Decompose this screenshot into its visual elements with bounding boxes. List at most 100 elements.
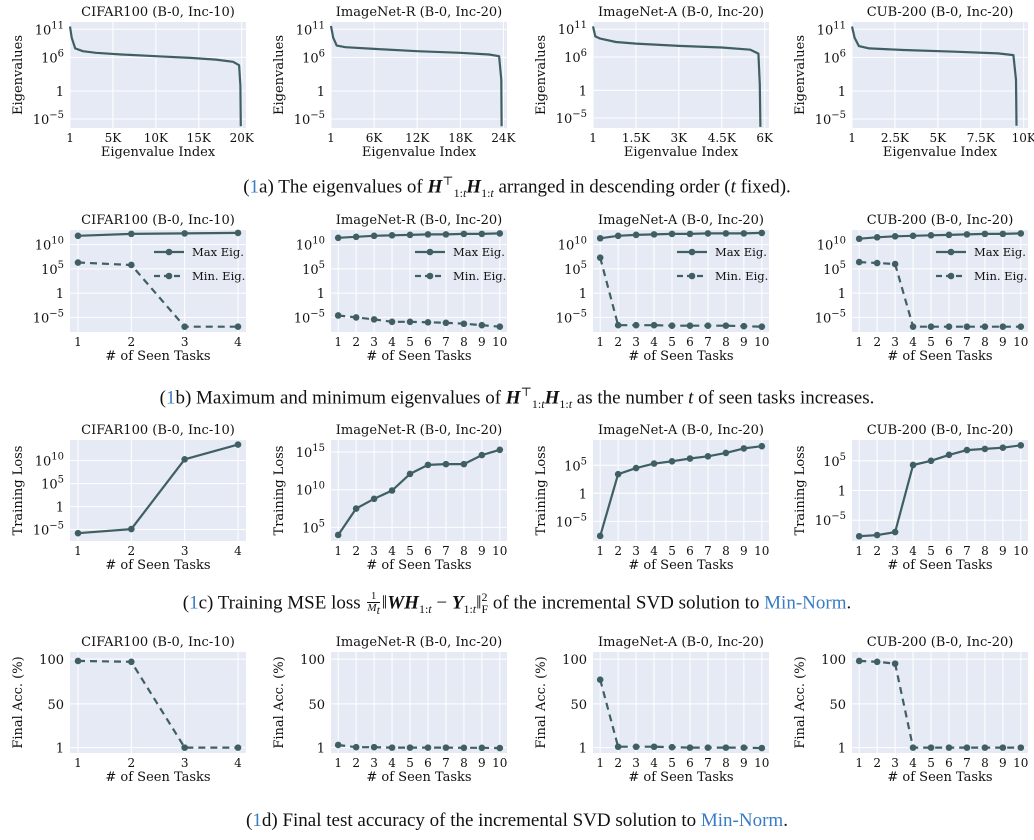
- data-point: [999, 323, 1007, 330]
- chart-title: CUB-200 (B-0, Inc-20): [867, 5, 1014, 20]
- x-tick-label: 10: [754, 756, 769, 770]
- x-tick-label: 1: [334, 544, 342, 558]
- legend-label: Max Eig.: [974, 245, 1026, 259]
- x-tick-label: 2: [352, 756, 360, 770]
- y-tick-label: 1010: [296, 236, 325, 254]
- x-axis-label: # of Seen Tasks: [366, 558, 471, 573]
- chart-title: ImageNet-A (B-0, Inc-20): [598, 213, 764, 228]
- data-point: [181, 230, 188, 237]
- plot-area: [593, 22, 769, 128]
- x-tick-label: 3: [891, 335, 899, 349]
- data-point: [668, 743, 676, 751]
- y-axis-label: Training Loss: [534, 446, 549, 536]
- x-tick-label: 1: [66, 131, 74, 145]
- x-tick-label: 3: [891, 756, 899, 770]
- caption-b: (1b) Maximum and minimum eigenvalues of …: [159, 385, 875, 412]
- data-point: [686, 230, 694, 238]
- data-point: [722, 230, 730, 237]
- x-tick-label: 7: [963, 335, 971, 349]
- legend-marker: [947, 272, 955, 280]
- plot-area: [70, 22, 246, 128]
- y-tick-label: 1: [56, 287, 64, 302]
- series-line: [859, 659, 1021, 749]
- x-tick-label: 1: [855, 335, 863, 349]
- x-axis-label: # of Seen Tasks: [628, 558, 733, 573]
- y-tick-label: 10−5: [33, 521, 64, 539]
- data-point: [668, 322, 676, 329]
- y-axis-label: Final Acc. (%): [534, 656, 549, 748]
- x-tick-label: 4: [234, 335, 242, 349]
- data-point: [596, 254, 604, 261]
- x-tick-label: 7: [963, 756, 971, 770]
- x-tick-label: 1: [74, 756, 82, 770]
- data-point: [927, 457, 935, 465]
- data-point: [74, 232, 82, 240]
- y-tick-label: 105: [564, 456, 587, 474]
- y-tick-label: 105: [41, 260, 64, 278]
- x-tick-label: 7: [442, 544, 450, 558]
- y-tick-label: 50: [47, 698, 64, 713]
- data-point: [74, 657, 82, 665]
- chart-c1: CIFAR100 (B-0, Inc-10) 1 2 3 4 # of Seen Task…: [11, 423, 246, 573]
- data-point: [873, 658, 881, 666]
- x-tick-label: 10: [1013, 335, 1028, 349]
- x-tick-label: 1: [74, 544, 82, 558]
- plot-area: [70, 652, 246, 753]
- x-tick-label: 5K: [930, 131, 948, 145]
- min-norm-link[interactable]: Min-Norm: [764, 592, 847, 614]
- plot-area: [593, 652, 769, 753]
- data-point: [478, 451, 486, 459]
- x-tick-label: 2: [873, 544, 881, 558]
- data-point: [945, 451, 953, 459]
- data-point: [388, 318, 396, 326]
- x-tick-label: 6: [686, 544, 694, 558]
- data-point: [909, 232, 917, 240]
- caption-b-ref[interactable]: 1: [165, 387, 176, 409]
- data-point: [128, 261, 135, 269]
- x-tick-label: 8: [460, 756, 468, 770]
- caption-c-ref[interactable]: 1: [189, 592, 199, 614]
- data-point: [234, 229, 242, 237]
- data-point: [596, 676, 604, 684]
- x-axis-label: Eigenvalue Index: [101, 145, 216, 160]
- data-point: [496, 323, 504, 330]
- x-tick-label: 3K: [671, 131, 689, 145]
- x-tick-label: 10: [754, 544, 769, 558]
- x-axis-label: # of Seen Tasks: [105, 558, 210, 573]
- x-tick-label: 1: [848, 131, 856, 145]
- data-point: [370, 743, 378, 751]
- data-point: [334, 531, 342, 539]
- y-tick-label: 50: [570, 698, 587, 713]
- data-point: [74, 259, 82, 266]
- y-tick-label: 106: [823, 48, 846, 66]
- x-tick-label: 7: [442, 756, 450, 770]
- min-norm-link[interactable]: Min-Norm: [700, 810, 784, 831]
- x-tick-label: 5K: [105, 131, 123, 145]
- data-point: [873, 233, 881, 241]
- data-point: [740, 744, 748, 751]
- chart-title: ImageNet-A (B-0, Inc-20): [598, 423, 764, 438]
- chart-b2: ImageNet-R (B-0, Inc-20)1 2 3 4 5 6 7 8 9 10# of …: [294, 213, 508, 364]
- chart-d1: CIFAR100 (B-0, Inc-10) 1 2 3 4 # of Seen Task…: [11, 635, 246, 785]
- y-tick-label: 1011: [296, 20, 325, 38]
- y-tick-label: 10−5: [556, 109, 587, 127]
- x-tick-label: 4: [388, 756, 396, 770]
- data-point: [722, 744, 730, 751]
- plot-area: [852, 652, 1028, 753]
- data-point: [478, 744, 486, 752]
- data-point: [704, 452, 712, 460]
- caption-a-ref[interactable]: 1: [249, 176, 260, 198]
- data-point: [999, 444, 1007, 452]
- data-point: [370, 232, 378, 240]
- x-tick-label: 7: [442, 335, 450, 349]
- caption-d-ref[interactable]: 1: [252, 810, 262, 831]
- chart-title: CIFAR100 (B-0, Inc-10): [81, 5, 235, 20]
- data-point: [891, 660, 899, 667]
- y-tick-label: 1: [579, 84, 587, 99]
- data-point: [909, 461, 917, 469]
- data-point: [999, 230, 1007, 238]
- data-point: [704, 744, 712, 751]
- y-tick-label: 1: [579, 742, 587, 757]
- x-tick-label: 8: [722, 756, 730, 770]
- y-tick-label: 1: [56, 501, 64, 516]
